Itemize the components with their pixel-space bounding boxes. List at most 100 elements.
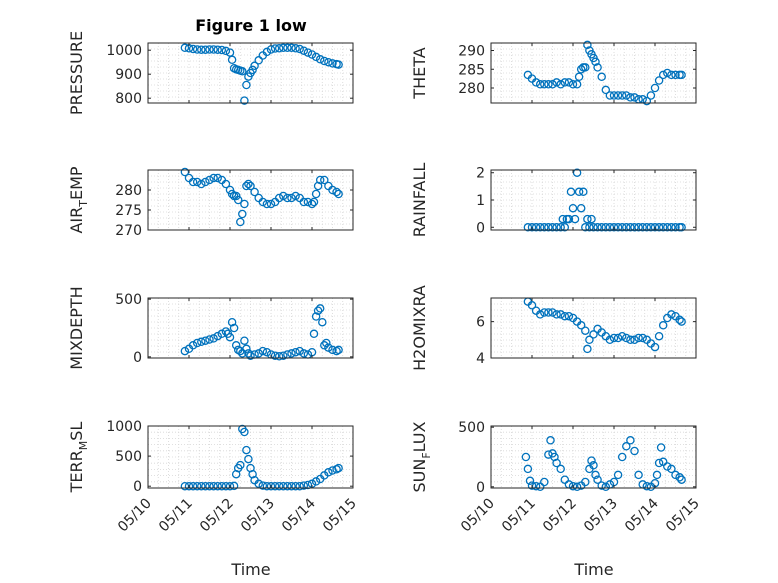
data-point (544, 80, 553, 89)
data-point (622, 333, 631, 343)
data-point (197, 481, 206, 491)
data-point (589, 330, 598, 339)
data-point (231, 341, 241, 350)
y-tick-label: 4 (476, 351, 485, 367)
y-tick-label: 500 (115, 292, 142, 308)
data-point (242, 445, 251, 455)
data-point (576, 203, 586, 213)
data-point (560, 223, 570, 232)
data-point (650, 83, 660, 93)
data-point (205, 175, 214, 185)
data-point (295, 44, 304, 54)
y-axis-label: H2OMIXRA (410, 285, 429, 371)
data-point (244, 349, 253, 358)
data-point (299, 46, 309, 55)
data-point (650, 223, 660, 232)
data-point (236, 460, 245, 470)
data-point (201, 45, 210, 54)
data-point (209, 173, 218, 183)
data-point (548, 80, 557, 89)
data-point (546, 436, 555, 445)
data-point (677, 223, 686, 232)
data-point (617, 91, 627, 100)
data-point (593, 63, 602, 72)
data-point (601, 223, 611, 232)
data-series (180, 304, 343, 361)
axes-box (147, 169, 354, 231)
data-point (205, 45, 214, 54)
data-point (262, 347, 272, 357)
data-point (589, 223, 598, 232)
data-point (540, 80, 549, 89)
data-point (250, 61, 259, 71)
data-point (192, 45, 202, 54)
data-point (658, 70, 668, 80)
data-point (527, 301, 537, 310)
y-tick-label: 0 (133, 479, 142, 495)
data-point (667, 70, 676, 80)
y-tick-label: 270 (115, 223, 142, 239)
data-point (558, 214, 568, 224)
data-point (540, 308, 549, 317)
data-point (564, 311, 574, 321)
axes-box (147, 425, 354, 489)
data-point (568, 481, 578, 491)
data-point (188, 44, 198, 54)
data-point (225, 185, 235, 195)
axes-box (490, 297, 697, 359)
y-tick-label: 275 (115, 203, 142, 219)
data-point (535, 80, 545, 89)
data-point (192, 338, 202, 348)
y-tick-label: 500 (458, 420, 485, 436)
data-point (552, 458, 561, 468)
data-point (334, 345, 343, 355)
data-point (299, 349, 309, 358)
data-point (601, 85, 611, 95)
data-point (581, 223, 590, 232)
data-point (318, 317, 327, 327)
data-point (279, 43, 288, 53)
data-point (663, 223, 672, 232)
data-point (180, 43, 190, 53)
data-point (572, 80, 582, 89)
data-point (197, 45, 206, 54)
data-point (188, 177, 198, 187)
data-point (188, 341, 198, 350)
data-point (258, 197, 268, 207)
data-point (262, 47, 272, 57)
data-point (583, 40, 592, 50)
data-point (287, 193, 296, 203)
data-point (597, 72, 606, 82)
data-point (642, 96, 652, 106)
data-point (638, 223, 647, 232)
data-point (274, 44, 284, 53)
data-series (523, 168, 686, 232)
data-point (315, 304, 325, 313)
y-tick-label: 280 (115, 183, 142, 199)
data-point (675, 473, 684, 482)
data-point (671, 470, 680, 480)
x-axis-label-left: Time (230, 560, 270, 579)
data-point (535, 482, 545, 492)
data-point (609, 333, 619, 343)
y-tick-label: 280 (458, 81, 485, 97)
data-point (324, 57, 333, 67)
data-point (320, 341, 329, 350)
data-point (597, 481, 606, 490)
data-point (568, 80, 578, 89)
data-point (328, 345, 337, 355)
x-tick-label: 05/11 (499, 496, 539, 536)
y-axis-label: TERRMSL (67, 422, 90, 494)
data-point (642, 223, 652, 232)
data-point (213, 45, 222, 54)
data-point (634, 470, 643, 480)
figure-title: Figure 1 low (195, 16, 307, 35)
data-point (544, 308, 553, 317)
data-point (328, 185, 337, 195)
data-point (274, 481, 284, 491)
data-point (581, 63, 590, 72)
data-point (221, 327, 231, 336)
data-point (540, 477, 549, 487)
data-point (658, 223, 668, 232)
